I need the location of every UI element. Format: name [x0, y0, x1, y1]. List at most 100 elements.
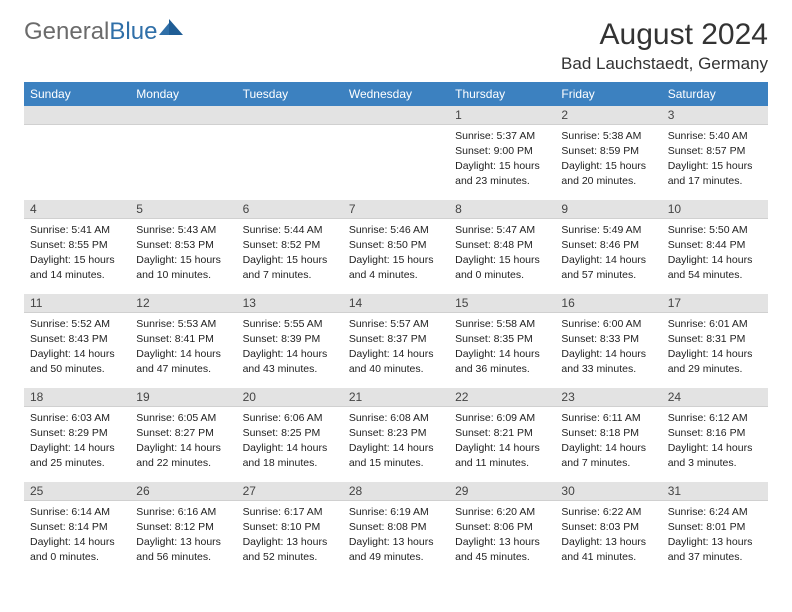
sunset-line: Sunset: 8:03 PM: [561, 520, 655, 534]
sunset-line: Sunset: 8:55 PM: [30, 238, 124, 252]
sunrise-line: Sunrise: 5:38 AM: [561, 129, 655, 143]
day-details: Sunrise: 5:52 AMSunset: 8:43 PMDaylight:…: [24, 313, 130, 381]
calendar-cell: 10Sunrise: 5:50 AMSunset: 8:44 PMDayligh…: [662, 200, 768, 294]
sunrise-line: Sunrise: 6:12 AM: [668, 411, 762, 425]
day-number: 25: [24, 482, 130, 501]
calendar-body: 1Sunrise: 5:37 AMSunset: 9:00 PMDaylight…: [24, 106, 768, 576]
day-details: Sunrise: 6:16 AMSunset: 8:12 PMDaylight:…: [130, 501, 236, 569]
sunrise-line: Sunrise: 6:22 AM: [561, 505, 655, 519]
day-details: Sunrise: 5:37 AMSunset: 9:00 PMDaylight:…: [449, 125, 555, 193]
day-number: 5: [130, 200, 236, 219]
day-details: Sunrise: 5:55 AMSunset: 8:39 PMDaylight:…: [237, 313, 343, 381]
day-header: Tuesday: [237, 82, 343, 106]
calendar-cell: 18Sunrise: 6:03 AMSunset: 8:29 PMDayligh…: [24, 388, 130, 482]
daylight-line: Daylight: 14 hours and 7 minutes.: [561, 441, 655, 469]
day-number: 19: [130, 388, 236, 407]
sunset-line: Sunset: 8:31 PM: [668, 332, 762, 346]
calendar-cell: 26Sunrise: 6:16 AMSunset: 8:12 PMDayligh…: [130, 482, 236, 576]
day-details: Sunrise: 6:12 AMSunset: 8:16 PMDaylight:…: [662, 407, 768, 475]
calendar-cell: 29Sunrise: 6:20 AMSunset: 8:06 PMDayligh…: [449, 482, 555, 576]
calendar-table: SundayMondayTuesdayWednesdayThursdayFrid…: [24, 82, 768, 576]
day-number: 9: [555, 200, 661, 219]
sunset-line: Sunset: 8:52 PM: [243, 238, 337, 252]
day-details: Sunrise: 6:01 AMSunset: 8:31 PMDaylight:…: [662, 313, 768, 381]
calendar-cell: 11Sunrise: 5:52 AMSunset: 8:43 PMDayligh…: [24, 294, 130, 388]
sunrise-line: Sunrise: 5:47 AM: [455, 223, 549, 237]
calendar-cell: [343, 106, 449, 200]
sunset-line: Sunset: 8:46 PM: [561, 238, 655, 252]
sunrise-line: Sunrise: 5:41 AM: [30, 223, 124, 237]
daylight-line: Daylight: 13 hours and 49 minutes.: [349, 535, 443, 563]
sunset-line: Sunset: 8:33 PM: [561, 332, 655, 346]
day-details: Sunrise: 6:09 AMSunset: 8:21 PMDaylight:…: [449, 407, 555, 475]
calendar-cell: 25Sunrise: 6:14 AMSunset: 8:14 PMDayligh…: [24, 482, 130, 576]
sunset-line: Sunset: 8:25 PM: [243, 426, 337, 440]
daylight-line: Daylight: 14 hours and 22 minutes.: [136, 441, 230, 469]
sunset-line: Sunset: 8:53 PM: [136, 238, 230, 252]
day-details: Sunrise: 5:43 AMSunset: 8:53 PMDaylight:…: [130, 219, 236, 287]
day-header: Thursday: [449, 82, 555, 106]
sunrise-line: Sunrise: 5:44 AM: [243, 223, 337, 237]
header: GeneralBlue August 2024 Bad Lauchstaedt,…: [24, 18, 768, 74]
sunset-line: Sunset: 8:39 PM: [243, 332, 337, 346]
daylight-line: Daylight: 14 hours and 40 minutes.: [349, 347, 443, 375]
calendar-cell: 9Sunrise: 5:49 AMSunset: 8:46 PMDaylight…: [555, 200, 661, 294]
sunrise-line: Sunrise: 5:50 AM: [668, 223, 762, 237]
logo-mark-icon: [159, 16, 185, 44]
daylight-line: Daylight: 14 hours and 25 minutes.: [30, 441, 124, 469]
day-number: [130, 106, 236, 125]
day-details: Sunrise: 6:19 AMSunset: 8:08 PMDaylight:…: [343, 501, 449, 569]
sunset-line: Sunset: 8:01 PM: [668, 520, 762, 534]
calendar-cell: 14Sunrise: 5:57 AMSunset: 8:37 PMDayligh…: [343, 294, 449, 388]
calendar-cell: [130, 106, 236, 200]
day-details: Sunrise: 5:58 AMSunset: 8:35 PMDaylight:…: [449, 313, 555, 381]
day-details: Sunrise: 5:46 AMSunset: 8:50 PMDaylight:…: [343, 219, 449, 287]
day-details: Sunrise: 6:05 AMSunset: 8:27 PMDaylight:…: [130, 407, 236, 475]
logo: GeneralBlue: [24, 18, 185, 46]
sunrise-line: Sunrise: 6:24 AM: [668, 505, 762, 519]
sunrise-line: Sunrise: 5:49 AM: [561, 223, 655, 237]
day-details: Sunrise: 6:17 AMSunset: 8:10 PMDaylight:…: [237, 501, 343, 569]
daylight-line: Daylight: 14 hours and 18 minutes.: [243, 441, 337, 469]
day-details: Sunrise: 6:14 AMSunset: 8:14 PMDaylight:…: [24, 501, 130, 569]
sunrise-line: Sunrise: 5:46 AM: [349, 223, 443, 237]
day-details: Sunrise: 5:53 AMSunset: 8:41 PMDaylight:…: [130, 313, 236, 381]
daylight-line: Daylight: 14 hours and 54 minutes.: [668, 253, 762, 281]
day-details: Sunrise: 5:44 AMSunset: 8:52 PMDaylight:…: [237, 219, 343, 287]
day-number: [237, 106, 343, 125]
sunrise-line: Sunrise: 6:20 AM: [455, 505, 549, 519]
day-details: Sunrise: 5:41 AMSunset: 8:55 PMDaylight:…: [24, 219, 130, 287]
daylight-line: Daylight: 15 hours and 7 minutes.: [243, 253, 337, 281]
sunrise-line: Sunrise: 6:00 AM: [561, 317, 655, 331]
daylight-line: Daylight: 13 hours and 45 minutes.: [455, 535, 549, 563]
day-details: Sunrise: 6:08 AMSunset: 8:23 PMDaylight:…: [343, 407, 449, 475]
day-number: 27: [237, 482, 343, 501]
daylight-line: Daylight: 14 hours and 47 minutes.: [136, 347, 230, 375]
daylight-line: Daylight: 14 hours and 36 minutes.: [455, 347, 549, 375]
sunrise-line: Sunrise: 6:14 AM: [30, 505, 124, 519]
day-number: 15: [449, 294, 555, 313]
daylight-line: Daylight: 15 hours and 14 minutes.: [30, 253, 124, 281]
sunset-line: Sunset: 8:59 PM: [561, 144, 655, 158]
sunset-line: Sunset: 8:21 PM: [455, 426, 549, 440]
calendar-cell: [24, 106, 130, 200]
sunset-line: Sunset: 8:57 PM: [668, 144, 762, 158]
sunrise-line: Sunrise: 5:43 AM: [136, 223, 230, 237]
sunset-line: Sunset: 8:14 PM: [30, 520, 124, 534]
sunset-line: Sunset: 8:37 PM: [349, 332, 443, 346]
sunset-line: Sunset: 8:27 PM: [136, 426, 230, 440]
sunrise-line: Sunrise: 5:40 AM: [668, 129, 762, 143]
daylight-line: Daylight: 14 hours and 29 minutes.: [668, 347, 762, 375]
sunrise-line: Sunrise: 5:53 AM: [136, 317, 230, 331]
sunrise-line: Sunrise: 6:03 AM: [30, 411, 124, 425]
daylight-line: Daylight: 15 hours and 10 minutes.: [136, 253, 230, 281]
daylight-line: Daylight: 15 hours and 23 minutes.: [455, 159, 549, 187]
calendar-cell: 4Sunrise: 5:41 AMSunset: 8:55 PMDaylight…: [24, 200, 130, 294]
day-number: 29: [449, 482, 555, 501]
day-number: 13: [237, 294, 343, 313]
day-number: 20: [237, 388, 343, 407]
day-number: 12: [130, 294, 236, 313]
daylight-line: Daylight: 13 hours and 52 minutes.: [243, 535, 337, 563]
day-number: 21: [343, 388, 449, 407]
calendar-cell: 16Sunrise: 6:00 AMSunset: 8:33 PMDayligh…: [555, 294, 661, 388]
